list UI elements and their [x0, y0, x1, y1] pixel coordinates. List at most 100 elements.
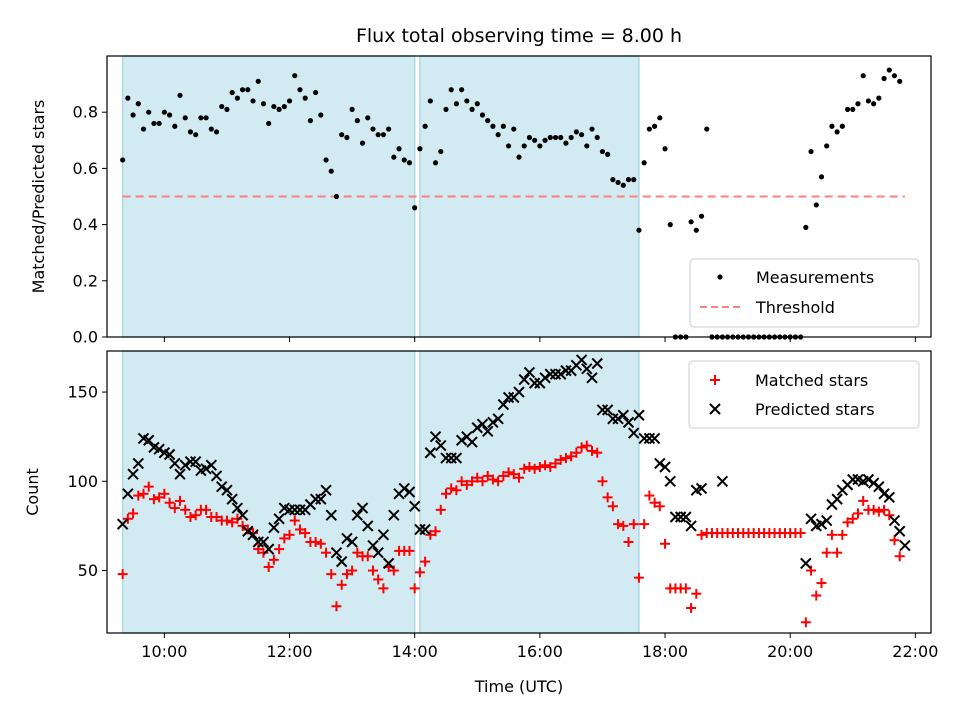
measurement-point-3: [135, 101, 141, 107]
predicted-point-103-b: [654, 457, 666, 470]
predicted-point-25-b: [247, 529, 259, 541]
predicted-point-94: [607, 413, 619, 425]
measurement-point-137: [834, 129, 840, 135]
predicted-point-2-b: [127, 468, 139, 480]
matched-point-34: [294, 524, 305, 535]
measurements-legend-label: Measurements: [756, 268, 874, 287]
matched-point-89: [581, 440, 592, 451]
measurement-point-28: [266, 120, 272, 127]
predicted-legend-glyph: [709, 403, 721, 415]
matched-point-95: [613, 519, 624, 530]
measurement-point-82: [547, 134, 553, 141]
measurement-point-47: [365, 115, 371, 121]
predicted-point-126-b: [867, 477, 880, 489]
matched-point-70: [482, 470, 493, 481]
predicted-legend-glyph-b: [709, 403, 721, 415]
x-tick-label-6: 22:00: [892, 642, 938, 661]
measurement-point-25: [250, 98, 256, 104]
predicted-point-72-b: [492, 413, 504, 425]
measurement-point-19: [219, 103, 225, 110]
predicted-point-44: [346, 536, 358, 548]
predicted-point-125: [862, 473, 875, 486]
measurement-point-35: [302, 95, 308, 101]
matched-point-148: [889, 535, 900, 546]
matched-point-43: [341, 569, 352, 580]
predicted-point-119: [831, 493, 843, 505]
matched-point-78: [524, 462, 535, 473]
predicted-point-131: [894, 525, 906, 537]
matched-point-6: [148, 494, 159, 505]
predicted-point-70-b: [482, 425, 494, 438]
predicted-legend-label: Predicted stars: [755, 400, 875, 419]
predicted-point-52-b: [388, 509, 400, 521]
ratio-y-tick-label-1: 0.2: [73, 271, 98, 290]
measurement-point-110: [693, 227, 699, 233]
x-tick-label-0: 10:00: [141, 642, 187, 661]
predicted-point-61-b: [435, 439, 447, 452]
measurement-point-90: [589, 126, 595, 132]
matched-point-5: [143, 481, 154, 492]
measurement-point-85: [563, 140, 569, 146]
matched-point-149: [894, 551, 905, 562]
predicted-point-37: [309, 493, 322, 505]
predicted-point-41: [330, 546, 343, 559]
ratio-y-tick-label-4: 0.8: [73, 103, 98, 122]
predicted-point-102: [648, 432, 661, 445]
predicted-point-14: [189, 455, 202, 468]
measurement-point-94: [610, 177, 616, 183]
measurement-point-104: [662, 146, 668, 152]
matched-point-86: [566, 451, 577, 462]
measurement-point-41: [333, 193, 340, 200]
predicted-point-64: [450, 452, 463, 464]
predicted-point-114: [805, 513, 817, 525]
measurement-point-15: [198, 115, 204, 121]
matched-point-60: [430, 526, 441, 537]
matched-point-29: [268, 554, 279, 565]
predicted-point-50: [377, 529, 390, 541]
predicted-point-28-b: [262, 543, 275, 555]
predicted-point-18: [210, 470, 223, 482]
predicted-point-30: [273, 513, 285, 525]
matched-point-91: [592, 447, 603, 458]
predicted-point-67: [466, 436, 478, 448]
measurement-point-51: [386, 126, 392, 132]
matched-point-94: [607, 501, 618, 512]
predicted-point-17: [205, 459, 218, 471]
predicted-point-43: [341, 532, 353, 545]
measurement-point-66: [464, 98, 470, 104]
matched-legend-marker: [710, 375, 720, 385]
predicted-point-18-b: [210, 470, 223, 482]
measurement-point-48: [370, 126, 376, 132]
observing-windows-lower: [121, 350, 640, 634]
predicted-point-4-b: [137, 432, 150, 445]
observing-windows: [121, 55, 640, 338]
predicted-point-38-b: [315, 493, 327, 505]
ratio-y-tick-label-3: 0.6: [73, 159, 98, 178]
measurement-point-136: [829, 123, 835, 129]
measurement-point-64: [453, 101, 460, 107]
predicted-point-112: [716, 475, 729, 487]
predicted-point-96-b: [617, 409, 630, 421]
measurement-point-40: [328, 168, 334, 174]
measurement-point-23: [239, 87, 246, 93]
predicted-point-26: [252, 536, 264, 548]
matched-point-130: [795, 528, 806, 539]
measurement-point-81: [542, 137, 548, 143]
ratio-y-ticks: 0.0 0.2 0.4 0.6 0.8: [73, 103, 107, 347]
predicted-point-16-b: [200, 463, 212, 475]
measurement-point-141: [855, 101, 861, 107]
count-y-tick-label-2: 150: [67, 383, 98, 402]
count-panel-frame: [106, 350, 932, 634]
measurement-point-21: [229, 89, 235, 96]
matched-legend-glyph: [710, 375, 720, 385]
predicted-point-71-b: [487, 416, 499, 429]
matched-point-32: [284, 529, 295, 540]
predicted-point-101-b: [643, 432, 656, 445]
matched-point-0: [117, 569, 128, 580]
measurement-point-27: [260, 101, 267, 107]
measurement-point-36: [307, 118, 313, 124]
matched-point-42: [336, 579, 347, 590]
matched-point-88: [576, 442, 587, 453]
predicted-point-92-b: [596, 404, 609, 416]
predicted-point-24-b: [242, 525, 254, 537]
